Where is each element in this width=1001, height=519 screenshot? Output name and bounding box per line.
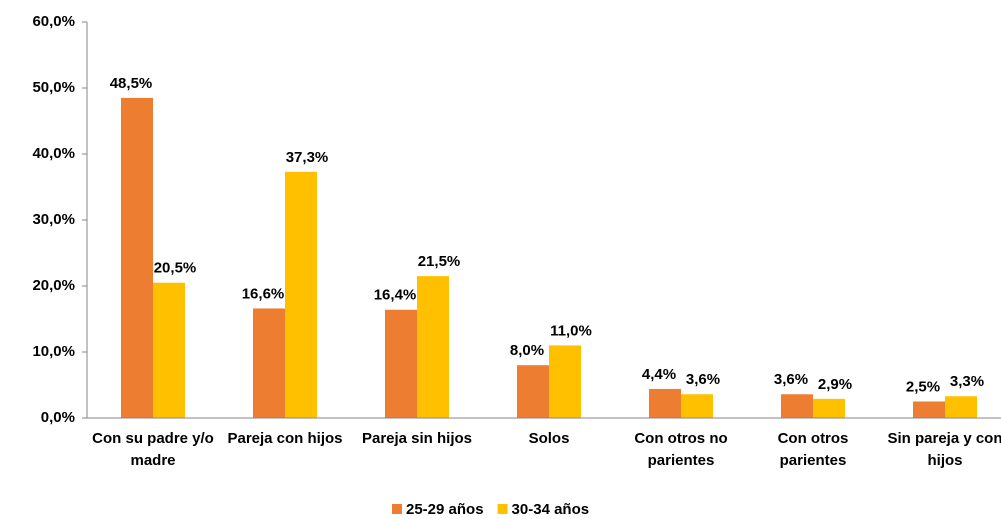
- y-tick-label: 40,0%: [32, 145, 75, 162]
- data-label: 16,6%: [242, 285, 285, 302]
- data-label: 3,6%: [774, 371, 808, 388]
- y-tick-label: 50,0%: [32, 79, 75, 96]
- x-tick-label: Con otros no parientes: [634, 430, 728, 469]
- bar: [153, 282, 185, 418]
- data-label: 16,4%: [374, 287, 417, 304]
- data-label: 48,5%: [110, 75, 153, 92]
- x-tick-label: Pareja con hijos: [227, 430, 343, 447]
- y-tick-label: 60,0%: [32, 13, 75, 30]
- y-tick-label: 0,0%: [41, 409, 75, 426]
- data-label: 8,0%: [510, 342, 544, 359]
- bar: [813, 398, 845, 418]
- legend-swatch: [497, 504, 508, 514]
- x-tick-label: Solos: [528, 430, 570, 447]
- bar: [121, 97, 153, 419]
- bar: [385, 309, 417, 418]
- x-tick-label: Pareja sin hijos: [361, 430, 473, 447]
- data-label: 4,4%: [642, 366, 676, 383]
- bar: [649, 388, 681, 418]
- bar: [681, 394, 713, 418]
- data-label: 3,6%: [686, 371, 720, 388]
- bar: [285, 171, 317, 418]
- data-label: 11,0%: [550, 322, 592, 339]
- data-label: 3,3%: [950, 373, 984, 390]
- bar: [253, 308, 285, 418]
- data-label: 2,5%: [906, 378, 940, 395]
- data-label: 37,3%: [286, 149, 329, 166]
- x-tick-label: Sin pareja y con hijos: [887, 430, 1001, 469]
- bar: [913, 401, 945, 418]
- y-tick-label: 20,0%: [32, 277, 75, 294]
- y-tick-label: 30,0%: [32, 211, 75, 228]
- data-label: 21,5%: [418, 253, 461, 270]
- bar: [781, 394, 813, 418]
- bar: [945, 396, 977, 418]
- data-label: 20,5%: [154, 260, 197, 277]
- legend-label: 30-34 años: [512, 501, 590, 518]
- legend-swatch: [392, 504, 402, 514]
- bar: [549, 345, 581, 418]
- x-tick-label: Con su padre y/o madre: [92, 430, 214, 469]
- bar: [417, 276, 449, 418]
- legend-label: 25-29 años: [406, 501, 484, 518]
- bar: [517, 365, 549, 418]
- x-tick-label: Con otros parientes: [777, 430, 849, 469]
- y-tick-label: 10,0%: [32, 343, 75, 360]
- data-label: 2,9%: [818, 376, 852, 393]
